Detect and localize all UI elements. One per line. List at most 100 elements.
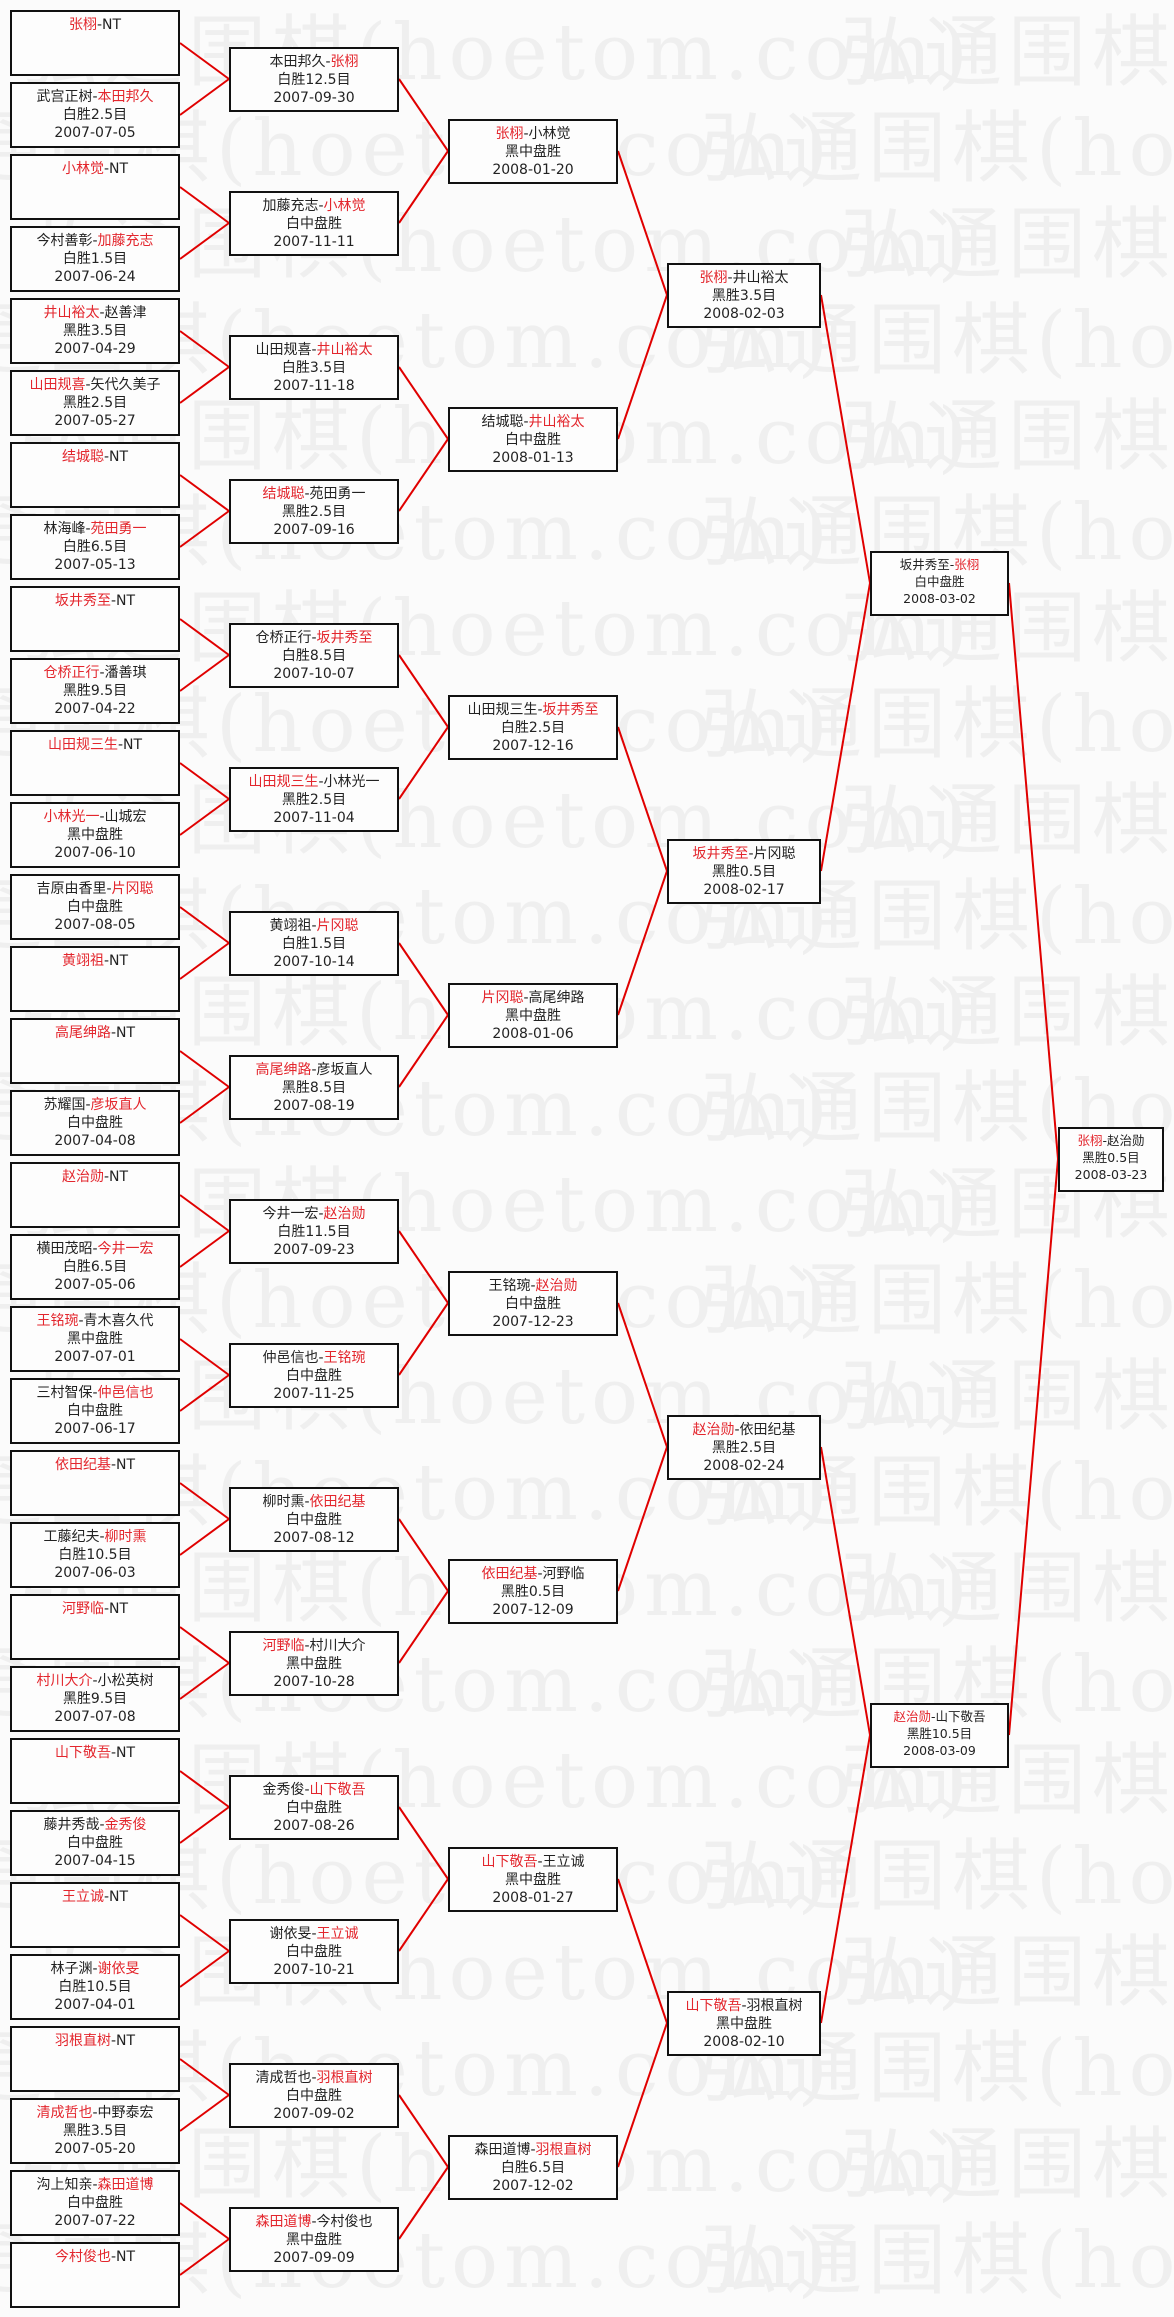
separator: - (1102, 1132, 1107, 1148)
match-date: 2007-05-13 (54, 557, 136, 573)
separator: - (92, 1961, 98, 1977)
bracket-connector (398, 1230, 449, 1304)
bracket-connector (179, 942, 230, 980)
match-date: 2008-02-10 (703, 2033, 785, 2050)
match-players: 依田纪基-河野临 (450, 1565, 616, 1583)
match-result: 白胜6.5目 (500, 2159, 566, 2176)
match-players: 片冈聪-高尾绅路 (450, 989, 616, 1007)
bracket-connector (179, 510, 230, 548)
bracket-connector (179, 618, 230, 656)
bracket-connector (1008, 1158, 1059, 1736)
match-date: 2007-09-09 (273, 2249, 355, 2266)
match-result: 白胜10.5目 (58, 1979, 132, 1995)
player-b: 山下敬吾 (935, 1708, 986, 1724)
match-box: 金秀俊-山下敬吾 白中盘胜 2007-08-26 (229, 1774, 399, 1840)
player-a: 清成哲也 (255, 2069, 312, 2086)
match-result: 白胜6.5目 (62, 1259, 128, 1275)
player-a: 王立诚 (61, 1889, 104, 1905)
player-a: 黄翊祖 (61, 953, 104, 969)
bracket-connector (1008, 582, 1059, 1160)
player-b: 赵善津 (104, 305, 147, 321)
bracket-connector (179, 1626, 230, 1664)
player-b: 柳时熏 (104, 1529, 147, 1545)
separator: - (85, 377, 91, 393)
player-a: 沟上知亲 (36, 2177, 93, 2193)
match-players: 森田道博-羽根直树 (450, 2141, 616, 2159)
match-box: 横田茂昭-今井一宏 白胜6.5目 2007-05-06 (10, 1234, 180, 1300)
match-box: 高尾绅路-彦坂直人 黑胜8.5目 2007-08-19 (229, 1054, 399, 1120)
match-box: 武宫正树-本田邦久 白胜2.5目 2007-07-05 (10, 82, 180, 148)
match-box: 山下敬吾-NT (10, 1738, 180, 1804)
separator: - (748, 845, 754, 862)
bracket-connector (179, 2094, 230, 2132)
match-date: 2007-06-24 (54, 269, 136, 285)
bracket-connector (398, 1878, 449, 1952)
bracket-connector (617, 870, 668, 1016)
player-a: 山田规三生 (47, 737, 118, 753)
match-players: 山下敬吾-羽根直树 (669, 1997, 819, 2015)
bracket-connector (179, 222, 230, 260)
player-b: 片冈聪 (316, 917, 359, 934)
separator: - (92, 1673, 98, 1689)
player-a: 高尾绅路 (255, 1061, 312, 1078)
match-box: 加藤充志-小林觉 白中盘胜 2007-11-11 (229, 190, 399, 256)
match-result: 黑胜2.5目 (62, 395, 128, 411)
separator: - (727, 269, 733, 286)
match-players: 仓桥正行-潘善琪 (12, 664, 178, 682)
match-result: 白中盘胜 (286, 1943, 342, 1960)
player-a: 山下敬吾 (481, 1853, 538, 1870)
bracket-connector (820, 1446, 871, 1736)
match-players: 王铭琬-赵治勋 (450, 1277, 616, 1295)
match-players: 井山裕太-赵善津 (12, 304, 178, 322)
match-date: 2007-12-23 (492, 1313, 574, 1330)
match-result: 白中盘胜 (286, 1511, 342, 1528)
separator: - (92, 233, 98, 249)
match-box: 山田规三生-小林光一 黑胜2.5目 2007-11-04 (229, 766, 399, 832)
match-players: 山下敬吾-NT (12, 1744, 178, 1762)
match-result: 黑中盘胜 (716, 2015, 772, 2032)
match-players: 坂井秀至-片冈聪 (669, 845, 819, 863)
match-players: 黄翊祖-NT (12, 952, 178, 970)
player-b: 小松英树 (97, 1673, 154, 1689)
player-b: NT (116, 593, 136, 609)
player-b: 羽根直树 (316, 2069, 373, 2086)
match-result: 黑胜2.5目 (281, 503, 347, 520)
match-players: 依田纪基-NT (12, 1456, 178, 1474)
bracket-connector (179, 1086, 230, 1124)
match-box: 山田规喜-井山裕太 白胜3.5目 2007-11-18 (229, 334, 399, 400)
bracket-connector (179, 798, 230, 836)
player-b: 羽根直树 (535, 2141, 592, 2158)
player-a: 井山裕太 (43, 305, 100, 321)
match-box: 仓桥正行-潘善琪 黑胜9.5目 2007-04-22 (10, 658, 180, 724)
match-result: 白中盘胜 (914, 573, 965, 589)
match-box: 高尾绅路-NT (10, 1018, 180, 1084)
bracket-connector (398, 78, 449, 152)
match-box: 森田道博-今村俊也 黑中盘胜 2007-09-09 (229, 2206, 399, 2272)
player-b: NT (109, 161, 129, 177)
bracket-connector (179, 1374, 230, 1412)
player-b: 森田道博 (97, 2177, 154, 2193)
player-a: 河野临 (61, 1601, 104, 1617)
player-b: NT (109, 953, 129, 969)
player-b: 河野临 (542, 1565, 585, 1582)
player-a: 山田规喜 (29, 377, 86, 393)
match-players: 赵治勋-NT (12, 1168, 178, 1186)
player-a: 森田道博 (474, 2141, 531, 2158)
match-players: 仲邑信也-王铭琬 (231, 1349, 397, 1367)
bracket-connector (617, 726, 668, 872)
player-a: 谢依旻 (269, 1925, 312, 1942)
player-a: 张栩 (699, 269, 728, 286)
bracket-connector (617, 1878, 668, 2024)
match-box: 坂井秀至-片冈聪 黑胜0.5目 2008-02-17 (667, 838, 821, 904)
separator: - (311, 2069, 317, 2086)
match-players: 羽根直树-NT (12, 2032, 178, 2050)
player-a: 结城聪 (262, 485, 305, 502)
match-result: 黑中盘胜 (505, 1007, 561, 1024)
match-result: 黑胜3.5目 (62, 2123, 128, 2139)
match-result: 白胜1.5目 (62, 251, 128, 267)
match-result: 黑中盘胜 (67, 1331, 123, 1347)
bracket-connector (179, 366, 230, 404)
match-players: 张栩-井山裕太 (669, 269, 819, 287)
match-date: 2007-07-05 (54, 125, 136, 141)
match-result: 白中盘胜 (505, 1295, 561, 1312)
